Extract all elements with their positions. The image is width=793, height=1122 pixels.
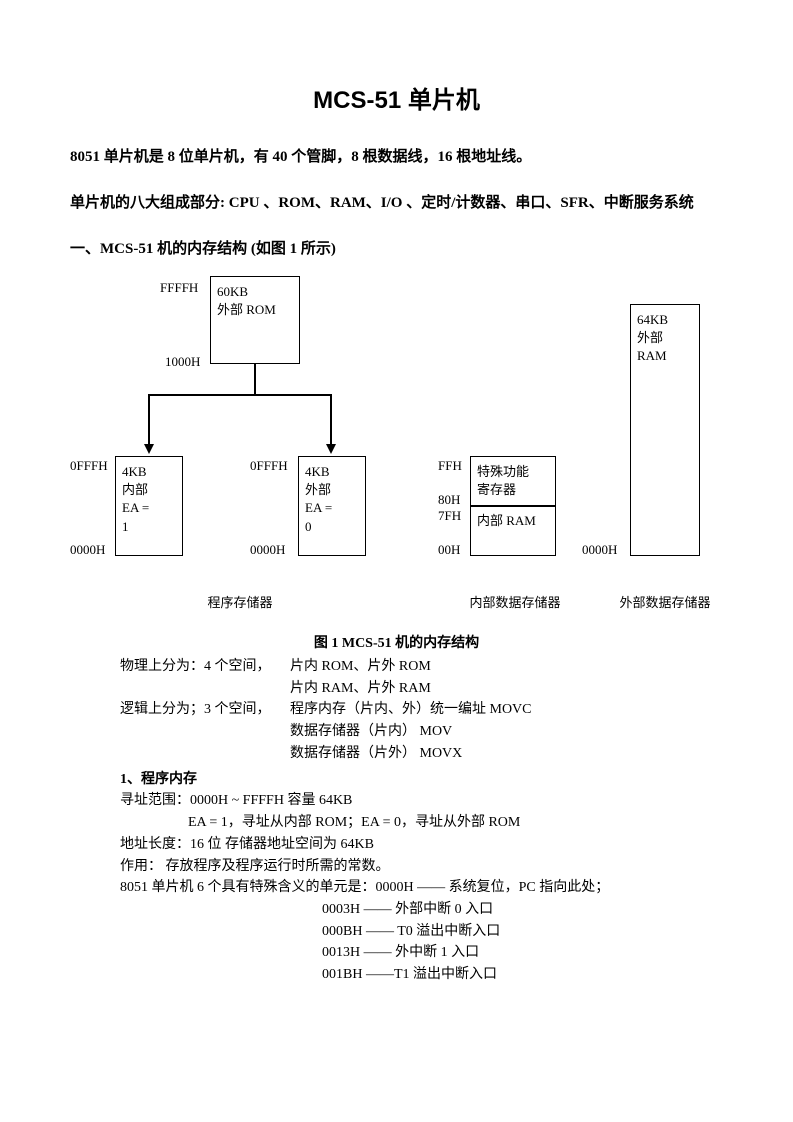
ext-rom-top-line2: 外部 ROM	[217, 301, 293, 319]
ext-rom-bottom-line3: 0	[305, 518, 359, 536]
addr-label-0000h-mid: 0000H	[250, 542, 285, 558]
notes-physical-logical: 物理上分为：4 个空间， 片内 ROM、片外 ROM 片内 RAM、片外 RAM…	[120, 656, 723, 764]
ext-ram-line6: RAM	[637, 347, 693, 365]
prog-mem-heading: 1、程序内存	[120, 768, 723, 788]
prog-mem-v2: 000BH —— T0 溢出中断入口	[322, 921, 723, 943]
notes-log-l1: 程序内存（片内、外）统一编址 MOVC	[290, 699, 723, 721]
addr-label-0fffh-right: 0FFFH	[250, 458, 288, 474]
sfr-ram-divider	[470, 506, 556, 507]
block-ext-rom-top: 60KB 外部 ROM	[210, 276, 300, 364]
addr-label-0fffh-left: 0FFFH	[70, 458, 108, 474]
ext-ram-line3: 64KB	[637, 311, 693, 329]
block-int-rom: 4KB 内部 EA = 1	[115, 456, 183, 556]
ext-rom-bottom-line0: 4KB	[305, 463, 359, 481]
addr-label-7fh: 7FH	[438, 508, 461, 524]
caption-int-data-mem: 内部数据存储器	[450, 592, 580, 611]
caption-prog-mem: 程序存储器	[180, 592, 300, 611]
addr-label-1000h: 1000H	[165, 354, 200, 370]
notes-log-l3: 数据存储器（片外） MOVX	[290, 743, 723, 765]
notes-blank-1	[120, 678, 290, 700]
notes-phys-label: 物理上分为：4 个空间，	[120, 656, 290, 678]
document-page: MCS-51 单片机 8051 单片机是 8 位单片机，有 40 个管脚，8 根…	[0, 0, 793, 1026]
notes-blank-2	[120, 721, 290, 743]
int-ram-line1: 内部 RAM	[477, 512, 549, 530]
prog-mem-v4: 001BH ——T1 溢出中断入口	[322, 964, 723, 986]
int-rom-line1: 内部	[122, 481, 176, 499]
ext-rom-bottom-line1: 外部	[305, 481, 359, 499]
intro-line-1: 8051 单片机是 8 位单片机，有 40 个管脚，8 根数据线，16 根地址线…	[70, 145, 723, 169]
page-title: MCS-51 单片机	[70, 80, 723, 115]
arrow-trunk	[254, 364, 256, 394]
addr-label-00h: 00H	[438, 542, 460, 558]
block-int-ram: 内部 RAM	[470, 506, 556, 556]
notes-blank-3	[120, 743, 290, 765]
arrow-head-left	[144, 444, 154, 454]
prog-mem-l5: 8051 单片机 6 个具有特殊含义的单元是：0000H —— 系统复位，PC …	[120, 877, 723, 899]
ext-rom-top-line0: 60KB	[217, 283, 293, 301]
section-1-heading: 一、MCS-51 机的内存结构 (如图 1 所示)	[70, 237, 723, 258]
addr-label-ffh: FFH	[438, 458, 462, 474]
intro-line-2: 单片机的八大组成部分: CPU 、ROM、RAM、I/O 、定时/计数器、串口、…	[70, 191, 723, 215]
prog-mem-v3: 0013H —— 外中断 1 入口	[322, 942, 723, 964]
arrow-right-branch	[330, 394, 332, 446]
memory-structure-diagram: FFFFH 60KB 外部 ROM 1000H 0FFFH 4KB 内部 EA …	[70, 276, 710, 626]
block-sfr: 特殊功能 寄存器	[470, 456, 556, 506]
int-rom-line0: 4KB	[122, 463, 176, 481]
notes-phys-l2: 片内 RAM、片外 RAM	[290, 678, 723, 700]
notes-phys-l1: 片内 ROM、片外 ROM	[290, 656, 723, 678]
prog-mem-l4: 作用： 存放程序及程序运行时所需的常数。	[120, 856, 723, 878]
sfr-line1: 寄存器	[477, 481, 549, 499]
addr-label-80h: 80H	[438, 492, 460, 508]
addr-label-0000h-right: 0000H	[582, 542, 617, 558]
caption-ext-data-mem: 外部数据存储器	[600, 592, 730, 611]
prog-mem-l3: 地址长度：16 位 存储器地址空间为 64KB	[120, 834, 723, 856]
notes-log-label: 逻辑上分为；3 个空间，	[120, 699, 290, 721]
addr-label-0000h-left: 0000H	[70, 542, 105, 558]
sfr-line0: 特殊功能	[477, 463, 549, 481]
figure-1-title: 图 1 MCS-51 机的内存结构	[70, 632, 723, 652]
prog-mem-v1: 0003H —— 外部中断 0 入口	[322, 899, 723, 921]
int-rom-line2: EA =	[122, 499, 176, 517]
arrow-hbar	[148, 394, 332, 396]
notes-log-l2: 数据存储器（片内） MOV	[290, 721, 723, 743]
ext-ram-line5: 外部	[637, 329, 693, 347]
int-rom-line3: 1	[122, 518, 176, 536]
prog-mem-l2: EA = 1，寻址从内部 ROM；EA = 0，寻址从外部 ROM	[188, 812, 723, 834]
block-ext-ram: 64KB 外部 RAM	[630, 304, 700, 556]
block-ext-rom-bottom: 4KB 外部 EA = 0	[298, 456, 366, 556]
arrow-left-branch	[148, 394, 150, 446]
arrow-head-right	[326, 444, 336, 454]
addr-label-ffffh: FFFFH	[160, 280, 198, 296]
prog-mem-l1: 寻址范围：0000H ~ FFFFH 容量 64KB	[120, 790, 723, 812]
ext-rom-bottom-line2: EA =	[305, 499, 359, 517]
